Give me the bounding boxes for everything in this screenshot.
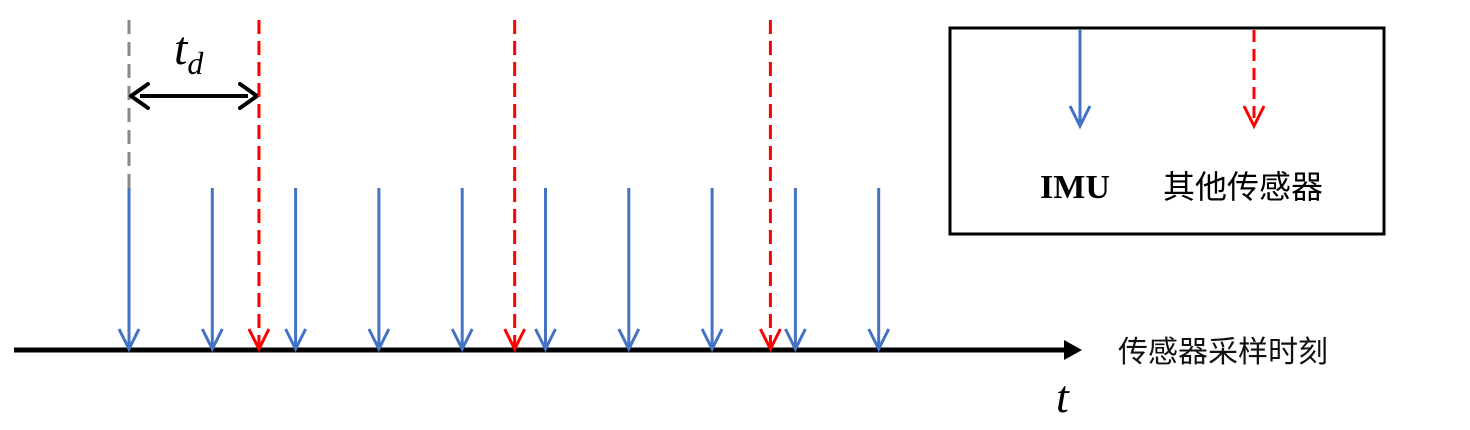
legend-imu-arrow	[1068, 30, 1092, 130]
delay-double-arrow	[129, 82, 259, 110]
other-sensor-sample-arrow	[247, 20, 271, 353]
imu-sample-arrow	[200, 188, 224, 353]
imu-sample-arrow	[284, 188, 307, 353]
imu-sample-arrow	[534, 188, 557, 353]
delay-subscript: d	[187, 45, 204, 81]
imu-sample-arrow	[617, 188, 641, 353]
legend-imu-label: IMU	[1040, 169, 1110, 206]
imu-sample-arrow	[450, 188, 474, 353]
imu-sample-arrows	[117, 188, 891, 353]
imu-sample-arrow	[784, 188, 807, 353]
axis-variable: t	[1056, 371, 1070, 422]
time-axis-arrowhead	[1064, 340, 1082, 360]
delay-symbol: t	[174, 22, 189, 75]
other-sensor-sample-arrows	[247, 20, 782, 353]
legend-box	[948, 26, 1386, 236]
legend-other-arrow	[1242, 30, 1266, 130]
imu-sample-arrow	[117, 188, 141, 353]
legend-other-label: 其他传感器	[1163, 168, 1323, 206]
other-sensor-sample-arrow	[503, 20, 527, 353]
imu-sample-arrow	[700, 188, 724, 353]
imu-sample-arrow	[867, 188, 891, 353]
imu-sample-arrow	[367, 188, 391, 353]
delay-label: td	[174, 22, 204, 81]
other-sensor-sample-arrow	[759, 20, 782, 353]
axis-label: 传感器采样时刻	[1118, 335, 1328, 370]
